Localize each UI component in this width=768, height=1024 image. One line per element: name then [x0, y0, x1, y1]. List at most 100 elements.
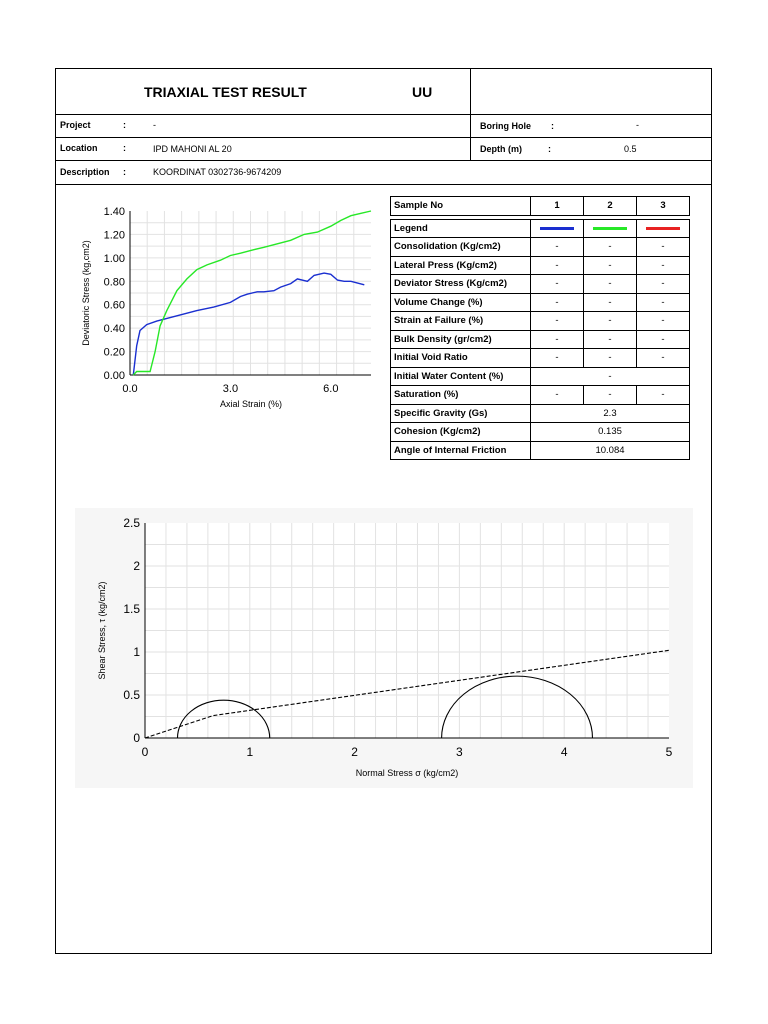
project-label: Project — [60, 120, 91, 130]
cell-value: - — [636, 348, 690, 368]
table-row: Deviator Stress (Kg/cm2) - - - — [390, 274, 690, 294]
x-tick-label: 5 — [666, 745, 673, 759]
row-label: Consolidation (Kg/cm2) — [390, 237, 531, 257]
depth-value: 0.5 — [624, 144, 637, 154]
cell-value: - — [530, 274, 584, 294]
y-tick-label: 1.40 — [104, 206, 125, 218]
x-axis-label: Normal Stress σ (kg/cm2) — [356, 768, 459, 778]
boring-label: Boring Hole — [480, 121, 531, 131]
table-row: Saturation (%) - - - — [390, 385, 690, 405]
y-tick-label: 0.20 — [104, 347, 125, 359]
cell-value: - — [583, 274, 637, 294]
row-label: Initial Void Ratio — [390, 348, 531, 368]
depth-label: Depth (m) — [480, 144, 522, 154]
row-label: Bulk Density (gr/cm2) — [390, 329, 531, 349]
table-row: Initial Void Ratio - - - — [390, 348, 690, 368]
mohr-circle — [441, 675, 594, 739]
failure-envelope — [144, 649, 670, 739]
water-content-value: - — [530, 366, 690, 386]
sample-3: 3 — [636, 196, 690, 216]
friction-value: 10.084 — [530, 440, 690, 460]
y-tick-label: 2.5 — [123, 516, 140, 530]
y-tick-label: 1.20 — [104, 229, 125, 241]
cell-value: - — [583, 311, 637, 331]
legend-line-1 — [540, 226, 574, 230]
series-line — [132, 272, 365, 376]
legend-label: Legend — [390, 218, 531, 238]
table-row: Angle of Internal Friction 10.084 — [390, 440, 690, 460]
y-tick-label: 2 — [133, 559, 140, 573]
report-title: TRIAXIAL TEST RESULT — [144, 84, 307, 100]
cell-value: - — [530, 255, 584, 275]
cell-value: - — [530, 348, 584, 368]
x-tick-label: 0.0 — [122, 383, 137, 395]
table-row: Consolidation (Kg/cm2) - - - — [390, 237, 690, 257]
cohesion-value: 0.135 — [530, 422, 690, 442]
colon: : — [123, 120, 126, 130]
table-row: Lateral Press (Kg/cm2) - - - — [390, 255, 690, 275]
table-row: Strain at Failure (%) - - - — [390, 311, 690, 331]
report-sheet: TRIAXIAL TEST RESULT UU Project : - Bori… — [55, 68, 712, 954]
x-tick-label: 6.0 — [323, 383, 338, 395]
sample-1: 1 — [530, 196, 584, 216]
cell-value: - — [530, 329, 584, 349]
colon: : — [551, 121, 554, 131]
gs-value: 2.3 — [530, 403, 690, 423]
table-row: Sample No 1 2 3 — [390, 196, 690, 216]
table-row: Specific Gravity (Gs) 2.3 — [390, 403, 690, 423]
y-axis-label: Deviatoric Stress (kg,cm2) — [81, 240, 91, 346]
gs-label: Specific Gravity (Gs) — [390, 403, 531, 423]
description-label: Description — [60, 167, 110, 177]
table-row: Cohesion (Kg/cm2) 0.135 — [390, 422, 690, 442]
cell-value: - — [583, 292, 637, 312]
stress-strain-chart: 0.0 3.0 6.0 0.00 0.20 0.40 0.60 0.80 1.00 1.20 1.4… — [81, 206, 372, 409]
cell-value: - — [636, 237, 690, 257]
series-line — [132, 210, 372, 376]
cell-value: - — [636, 274, 690, 294]
description-row: Description : KOORDINAT 0302736-9674209 — [56, 161, 711, 185]
water-content-label: Initial Water Content (%) — [390, 366, 531, 386]
table-row: Legend — [390, 218, 690, 238]
y-tick-label: 1.5 — [123, 602, 140, 616]
project-value: - — [153, 120, 156, 130]
description-value: KOORDINAT 0302736-9674209 — [153, 167, 282, 177]
table-row: Volume Change (%) - - - — [390, 292, 690, 312]
row-label: Lateral Press (Kg/cm2) — [390, 255, 531, 275]
cell-value: - — [530, 237, 584, 257]
legend-line-3 — [646, 226, 680, 230]
y-tick-label: 0.80 — [104, 276, 125, 288]
colon: : — [123, 167, 126, 177]
saturation-label: Saturation (%) — [390, 385, 531, 405]
location-row: Location : IPD MAHONI AL 20 Depth (m) : … — [56, 138, 711, 161]
x-tick-label: 3.0 — [223, 383, 238, 395]
cohesion-label: Cohesion (Kg/cm2) — [390, 422, 531, 442]
x-tick-label: 3 — [456, 745, 463, 759]
cell-value: - — [636, 292, 690, 312]
cell-value: - — [583, 348, 637, 368]
location-label: Location — [60, 143, 98, 153]
cell-value: - — [530, 385, 584, 405]
cell-value: - — [583, 329, 637, 349]
cell-value: - — [583, 385, 637, 405]
legend-line-2 — [593, 226, 627, 230]
y-axis-label: Shear Stress, τ (kg/cm2) — [97, 581, 107, 679]
y-tick-label: 0.00 — [104, 370, 125, 382]
cell-value: - — [530, 311, 584, 331]
cell-value: - — [636, 385, 690, 405]
row-label: Deviator Stress (Kg/cm2) — [390, 274, 531, 294]
row-label: Strain at Failure (%) — [390, 311, 531, 331]
y-tick-label: 1.00 — [104, 253, 125, 265]
x-tick-label: 1 — [246, 745, 253, 759]
colon: : — [123, 143, 126, 153]
y-tick-label: 0.60 — [104, 300, 125, 312]
cell-value: - — [636, 311, 690, 331]
cell-value: - — [583, 255, 637, 275]
cell-value: - — [530, 292, 584, 312]
cell-value: - — [636, 255, 690, 275]
x-tick-label: 4 — [561, 745, 568, 759]
y-tick-label: 0 — [133, 731, 140, 745]
row-label: Volume Change (%) — [390, 292, 531, 312]
x-tick-label: 0 — [142, 745, 149, 759]
boring-value: - — [636, 120, 639, 130]
mohr-circle-chart: 0 1 2 3 4 5 0 0.5 1 1.5 2 2.5 Normal Stress σ (kg/cm… — [75, 508, 693, 788]
